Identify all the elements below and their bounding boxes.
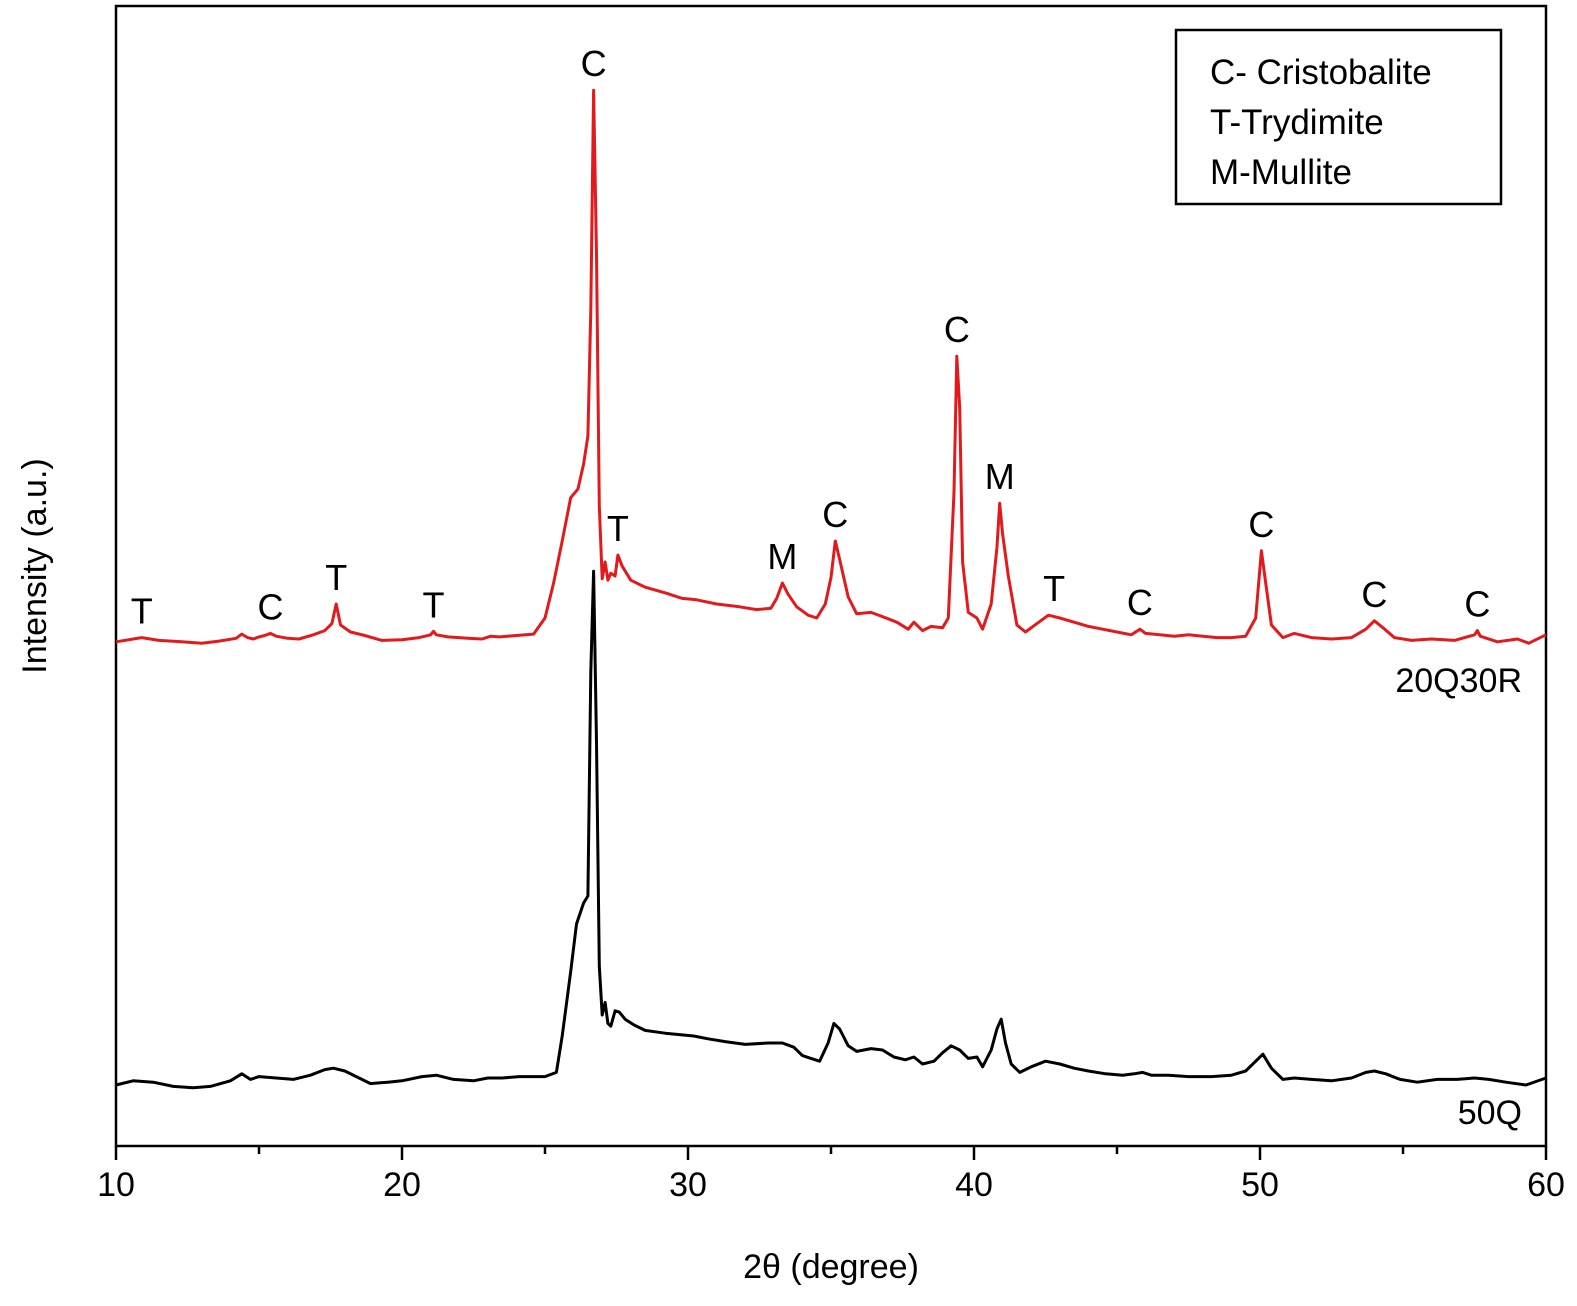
x-axis-title: 2θ (degree) xyxy=(743,1248,919,1286)
peak-label: C xyxy=(1361,574,1387,615)
peak-label: T xyxy=(131,591,153,632)
x-tick-label: 40 xyxy=(955,1166,993,1204)
peak-label: C xyxy=(1248,504,1274,545)
peak-label: T xyxy=(422,584,444,625)
series-line-50q xyxy=(115,569,1547,1090)
peak-label: C xyxy=(581,43,607,84)
peak-label: C xyxy=(944,309,970,350)
peak-label: T xyxy=(1043,568,1065,609)
x-tick-label: 20 xyxy=(383,1166,421,1204)
series-label-20q30r: 20Q30R xyxy=(1395,662,1522,700)
peak-label: M xyxy=(985,456,1015,497)
legend-box xyxy=(1174,28,1503,206)
peak-label: M xyxy=(767,536,797,577)
legend: C- Cristobalite T-Trydimite M-Mullite xyxy=(1174,28,1503,206)
series-label-50q: 50Q xyxy=(1458,1094,1522,1132)
x-tick-label: 50 xyxy=(1241,1166,1279,1204)
x-axis-ticks: 10 20 30 40 50 60 xyxy=(97,1146,1565,1204)
peak-label: T xyxy=(325,557,347,598)
x-tick-label: 30 xyxy=(669,1166,707,1204)
peak-label: C xyxy=(1127,582,1153,623)
legend-item-trydimite: T-Trydimite xyxy=(1210,103,1384,142)
x-tick-label: 60 xyxy=(1527,1166,1565,1204)
series-line-20q30r xyxy=(115,88,1547,645)
peak-label: C xyxy=(257,586,283,627)
y-axis-title: Intensity (a.u.) xyxy=(16,458,54,673)
series-layer: 20Q30R 50Q xyxy=(115,88,1547,1132)
peak-label: C xyxy=(1464,584,1490,625)
legend-item-cristobalite: C- Cristobalite xyxy=(1210,53,1432,92)
legend-item-mullite: M-Mullite xyxy=(1210,153,1352,192)
peak-label: T xyxy=(607,508,629,549)
x-tick-label: 10 xyxy=(97,1166,135,1204)
peak-label: C xyxy=(822,494,848,535)
